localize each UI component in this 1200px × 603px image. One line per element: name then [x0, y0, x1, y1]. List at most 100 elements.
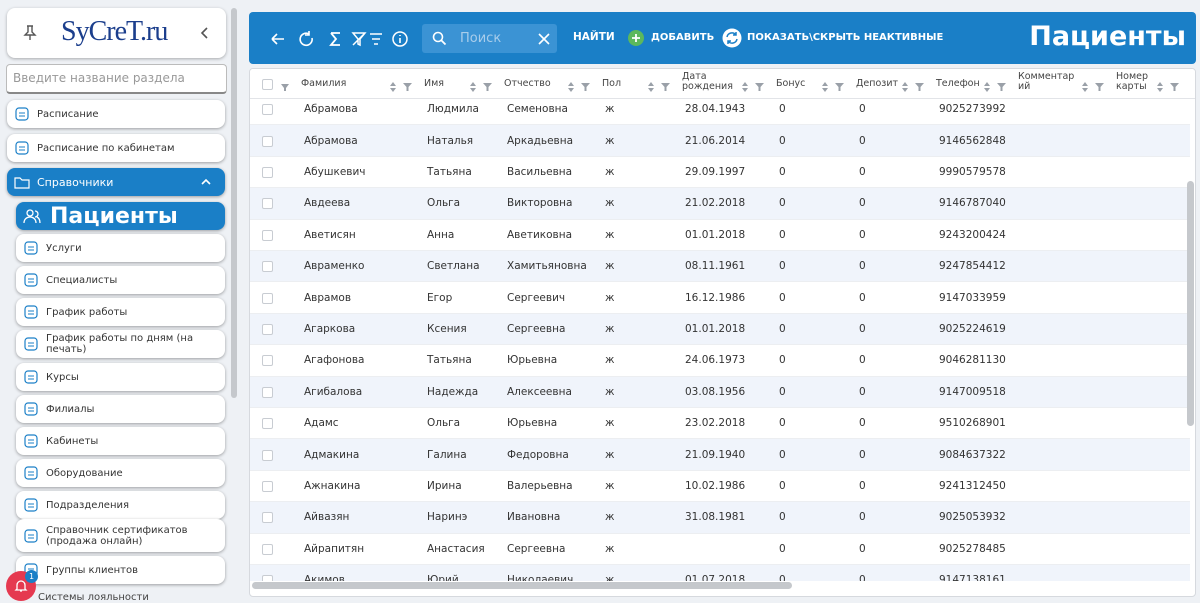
table-cell: Анна — [427, 228, 455, 241]
submenu-item[interactable]: Подразделения — [16, 491, 225, 519]
column-header[interactable]: Бонус — [776, 78, 806, 89]
row-checkbox[interactable] — [262, 261, 273, 273]
table-row[interactable]: Айвазян Наринэ Ивановна ж 31.08.1981 0 0 902505… — [250, 502, 1190, 534]
sort-filter-icons[interactable] — [1156, 78, 1182, 92]
table-row[interactable]: Аветисян Анна Аветиковна ж 01.01.2018 0 0 92432… — [250, 219, 1190, 251]
column-header[interactable]: Телефон — [936, 78, 980, 89]
column-header[interactable]: Дата рождения — [682, 71, 733, 92]
submenu-item[interactable]: Филиалы — [16, 395, 225, 423]
submenu-item[interactable]: Справочник сертификатов (продажа онлайн) — [16, 519, 225, 552]
sort-filter-icons[interactable] — [741, 78, 767, 92]
row-checkbox[interactable] — [262, 198, 273, 210]
submenu-item[interactable]: Услуги — [16, 234, 225, 262]
pin-icon[interactable] — [23, 25, 37, 41]
select-all-checkbox[interactable] — [262, 79, 273, 90]
collapse-icon[interactable] — [199, 26, 209, 40]
sort-filter-icons[interactable] — [821, 78, 847, 92]
row-checkbox[interactable] — [262, 575, 273, 581]
notification-button[interactable]: 1 — [6, 570, 38, 601]
table-row[interactable]: Абушкевич Татьяна Васильевна ж 29.09.1997 0 0 9… — [250, 156, 1190, 189]
sort-filter-icons[interactable] — [647, 78, 673, 92]
table-cell: 0 — [859, 291, 866, 304]
item-icon — [24, 241, 38, 255]
row-checkbox[interactable] — [262, 449, 273, 461]
sort-filter-icons[interactable] — [983, 78, 1009, 92]
row-checkbox[interactable] — [262, 166, 273, 178]
sort-filter-icons[interactable] — [567, 78, 593, 92]
table-row[interactable]: Аврамов Егор Сергеевич ж 16.12.1986 0 0 9147033… — [250, 282, 1190, 314]
people-icon — [23, 209, 41, 224]
table-cell: Сергеевич — [507, 291, 566, 304]
column-header[interactable]: Комментарий — [1018, 71, 1075, 92]
find-button[interactable]: НАЙТИ — [573, 31, 615, 43]
sort-filter-icons[interactable] — [1081, 78, 1107, 92]
table-row[interactable]: Агафонова Татьяна Юрьевна ж 24.06.1973 0 0 9046… — [250, 345, 1190, 377]
active-item[interactable]: Пациенты — [16, 202, 225, 230]
submenu-item[interactable]: Курсы — [16, 363, 225, 391]
column-header[interactable]: Имя — [424, 78, 444, 89]
row-checkbox[interactable] — [262, 418, 273, 430]
row-checkbox[interactable] — [262, 355, 273, 367]
toggle-inactive-button[interactable]: ПОКАЗАТЬ\СКРЫТЬ НЕАКТИВНЫЕ — [747, 32, 944, 43]
sort-filter-icons[interactable] — [389, 78, 415, 92]
row-checkbox[interactable] — [262, 135, 273, 147]
table-row[interactable]: Авраменко Светлана Хамитьяновна ж 08.11.1961… — [250, 251, 1190, 283]
menu-item[interactable]: Расписание по кабинетам — [7, 134, 225, 162]
table-cell: Егор — [427, 291, 453, 304]
table-row[interactable]: Адамс Ольга Юрьевна ж 23.02.2018 0 0 9510268901 — [250, 408, 1190, 440]
submenu-item[interactable]: Специалисты — [16, 266, 225, 294]
submenu-item[interactable]: График работы — [16, 298, 225, 326]
table-row[interactable]: Адмакина Галина Федоровна ж 21.09.1940 0 0 9084… — [250, 439, 1190, 471]
horizontal-scrollbar[interactable] — [252, 582, 792, 589]
toolbar-icons[interactable] — [269, 29, 429, 49]
table-row[interactable]: Абрамова Наталья Аркадьевна ж 21.06.2014 0 0 91… — [250, 125, 1190, 157]
vertical-scrollbar[interactable] — [1187, 181, 1194, 426]
row-checkbox[interactable] — [262, 480, 273, 492]
table-row[interactable]: Абрамова Людмила Семеновна ж 28.04.1943 0 0 902… — [250, 99, 1190, 126]
sidebar-scrollbar[interactable] — [231, 8, 237, 398]
menu-item[interactable]: Расписание — [7, 100, 225, 128]
table-row[interactable]: Агаркова Ксения Сергеевна ж 01.01.2018 0 0 9025… — [250, 313, 1190, 346]
sort-filter-icons[interactable] — [469, 78, 495, 92]
row-checkbox[interactable] — [262, 292, 273, 304]
row-checkbox[interactable] — [262, 104, 273, 116]
clear-icon[interactable] — [538, 33, 550, 45]
section-active[interactable]: Справочники — [7, 168, 225, 196]
submenu-item[interactable]: График работы по дням (на печать) — [16, 330, 225, 358]
section-search[interactable]: Введите название раздела — [6, 64, 227, 94]
table-cell: 9025053932 — [939, 511, 1006, 524]
column-header[interactable]: Фамилия — [301, 78, 347, 89]
row-checkbox[interactable] — [262, 543, 273, 555]
next-section[interactable]: Системы лояльности — [38, 592, 149, 603]
table-cell: Викторовна — [507, 197, 573, 210]
table-cell: 0 — [779, 479, 786, 492]
table-header: Фамилия Имя Отчество Пол Дата рождения Бонус Д… — [250, 69, 1195, 99]
table-row[interactable]: Ажнакина Ирина Валерьевна ж 10.02.1986 0 0 9241… — [250, 470, 1190, 503]
submenu-item[interactable]: Группы клиентов — [16, 556, 225, 584]
table-cell: 9146562848 — [939, 134, 1006, 147]
row-checkbox[interactable] — [262, 512, 273, 524]
search-box[interactable]: Поиск — [422, 24, 557, 53]
submenu-label: Филиалы — [46, 403, 95, 415]
column-header[interactable]: Номер карты — [1116, 71, 1148, 92]
column-header[interactable]: Отчество — [504, 78, 551, 89]
table-row[interactable]: Айрапитян Анастасия Сергеевна ж 0 0 9025278485 — [250, 533, 1190, 565]
table-cell: Юрьевна — [507, 417, 558, 430]
column-header[interactable]: Пол — [602, 78, 622, 89]
submenu-item[interactable]: Оборудование — [16, 459, 225, 487]
add-button[interactable]: ДОБАВИТЬ — [651, 32, 715, 43]
table-row[interactable]: Авдеева Ольга Викторовна ж 21.02.2018 0 0 91467… — [250, 188, 1190, 220]
sort-filter-icons[interactable] — [901, 78, 927, 92]
row-checkbox[interactable] — [262, 323, 273, 335]
row-checkbox[interactable] — [262, 386, 273, 398]
row-checkbox[interactable] — [262, 229, 273, 241]
submenu-item[interactable]: Кабинеты — [16, 427, 225, 455]
table-row[interactable]: Акимов Юрий Николаевич ж 01.07.2018 0 0 9147138… — [250, 565, 1190, 581]
column-header[interactable]: Депозит — [856, 78, 899, 89]
table-cell: Айрапитян — [304, 542, 365, 555]
logo[interactable]: SyCreT.ru — [61, 16, 168, 47]
table-cell: Аркадьевна — [507, 134, 574, 147]
table-cell: Светлана — [427, 260, 480, 273]
filter-icon[interactable] — [280, 77, 290, 91]
table-row[interactable]: Агибалова Надежда Алексеевна ж 03.08.1956 0 0 9… — [250, 376, 1190, 408]
